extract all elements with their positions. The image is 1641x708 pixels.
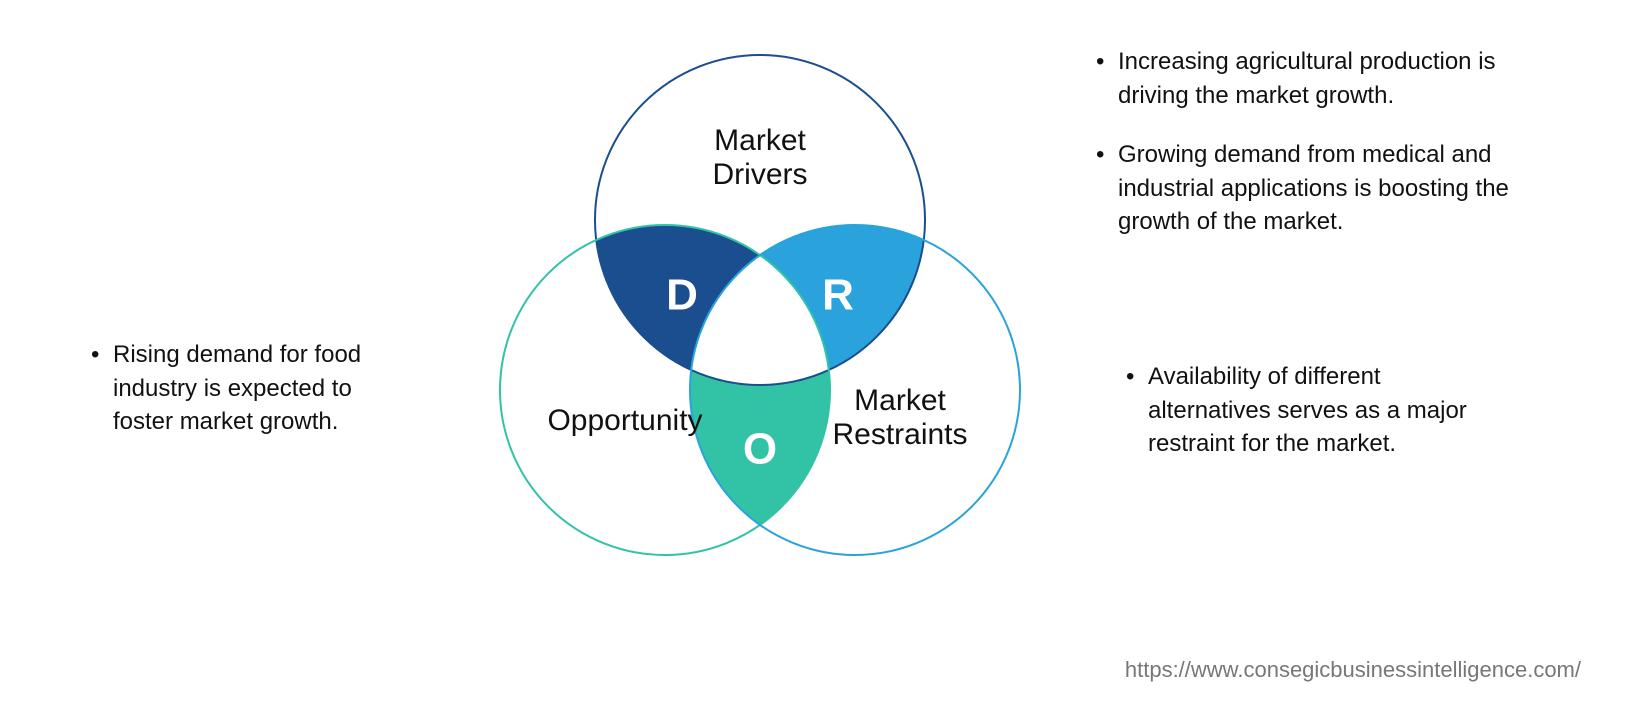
list-item: Growing demand from medical and industri… (1090, 138, 1520, 239)
footer-url: https://www.consegicbusinessintelligence… (1125, 657, 1581, 683)
label-drivers-2: Drivers (713, 158, 808, 191)
letter-o: O (743, 425, 777, 474)
label-restraints-1: Market (854, 384, 946, 417)
venn-svg: Market Drivers Opportunity Market Restra… (450, 20, 1070, 640)
list-item: Rising demand for food industry is expec… (85, 338, 365, 439)
list-item: Availability of different alternatives s… (1120, 360, 1490, 461)
letter-r: R (822, 271, 854, 320)
label-opportunity: Opportunity (547, 404, 702, 437)
venn-diagram: Market Drivers Opportunity Market Restra… (450, 20, 1070, 640)
label-restraints-2: Restraints (832, 418, 967, 451)
restraints-bullets: Availability of different alternatives s… (1120, 360, 1490, 487)
label-drivers-1: Market (714, 124, 806, 157)
opportunity-bullets: Rising demand for food industry is expec… (85, 338, 365, 465)
letter-d: D (666, 271, 698, 320)
diagram-container: Market Drivers Opportunity Market Restra… (0, 0, 1641, 708)
drivers-bullets: Increasing agricultural production is dr… (1090, 45, 1520, 265)
list-item: Increasing agricultural production is dr… (1090, 45, 1520, 112)
